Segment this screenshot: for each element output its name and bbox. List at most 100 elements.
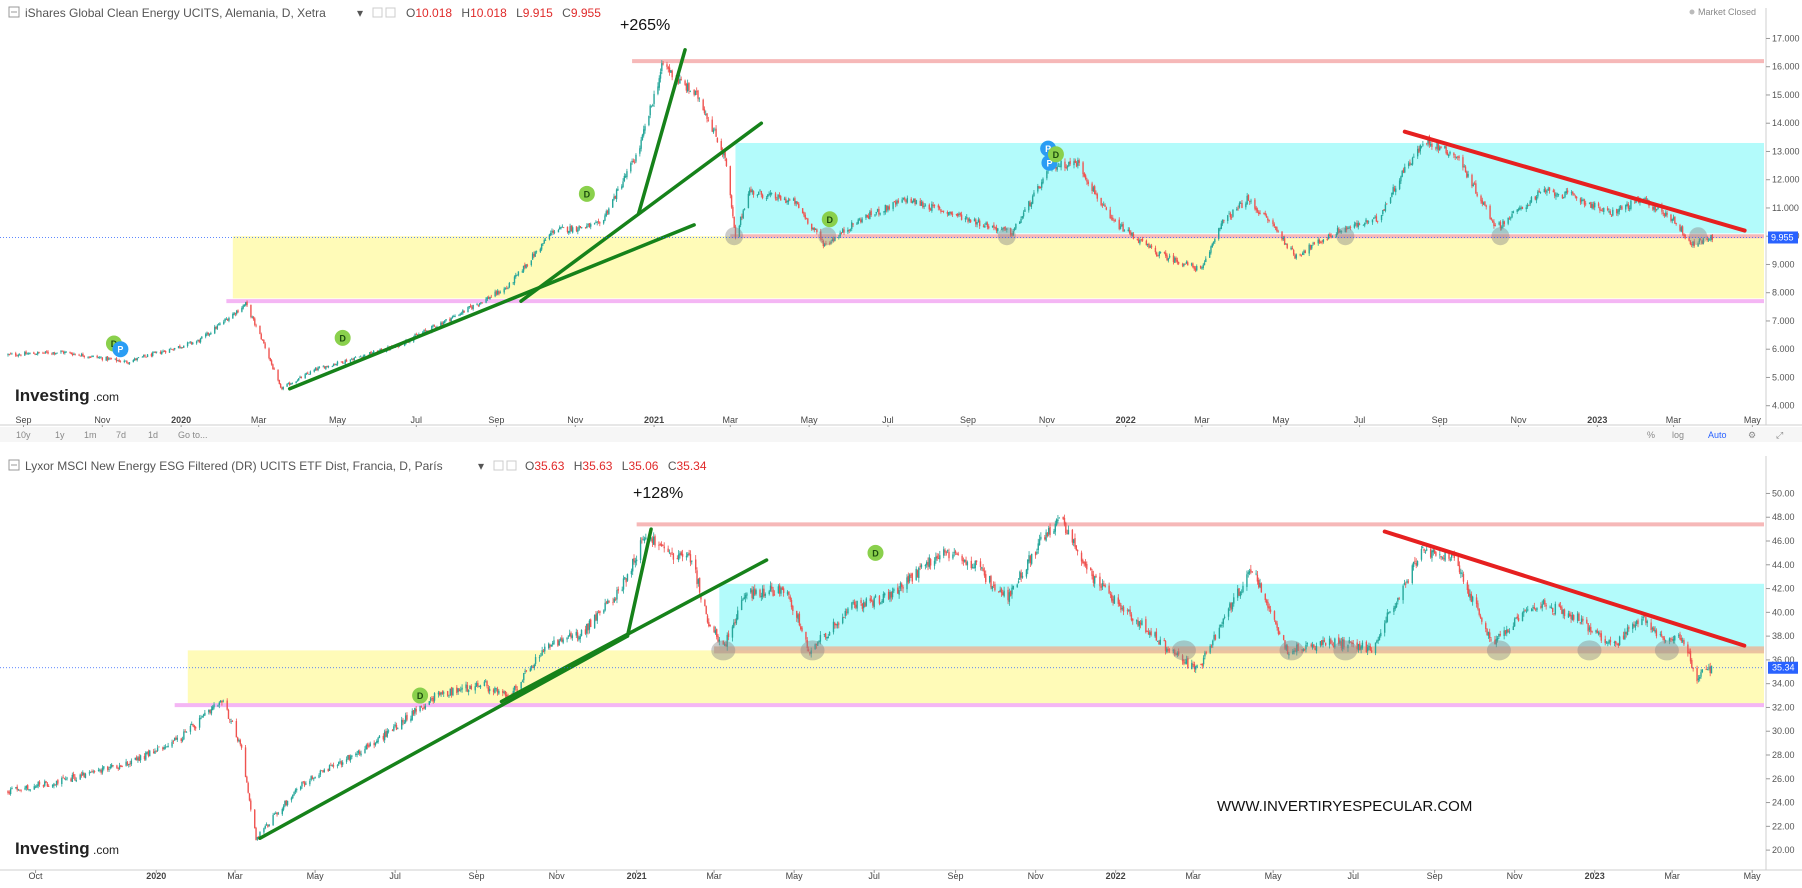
candle-down: [752, 191, 755, 195]
y-tick-label: 15.000: [1772, 90, 1800, 100]
range-1y[interactable]: 1y: [55, 430, 65, 440]
candle-down: [937, 557, 940, 559]
candle-down: [807, 218, 809, 224]
candle-up: [1239, 591, 1242, 597]
candle-up: [593, 614, 596, 629]
range-1d[interactable]: 1d: [148, 430, 158, 440]
candle-up: [1000, 228, 1003, 230]
candle-down: [1201, 663, 1203, 666]
candle-up: [91, 355, 93, 357]
candle-down: [1091, 183, 1093, 192]
candle-down: [1534, 609, 1537, 611]
candle-down: [843, 616, 845, 618]
goto-date-button[interactable]: Go to...: [178, 430, 208, 440]
candle-up: [305, 783, 307, 785]
range-10y[interactable]: 10y: [16, 430, 31, 440]
candle-up: [1608, 210, 1610, 212]
candle-up: [442, 322, 445, 325]
candle-up: [206, 332, 208, 335]
candle-down: [720, 141, 722, 151]
candle-up: [1205, 258, 1207, 263]
x-tick-label: 2022: [1116, 415, 1136, 425]
candle-down: [562, 227, 565, 229]
candle-up: [1389, 197, 1392, 203]
candle-up: [1371, 219, 1374, 223]
log-toggle[interactable]: log: [1672, 430, 1684, 440]
candle-down: [774, 193, 777, 199]
candle-up: [758, 191, 760, 195]
candle-up: [971, 567, 974, 568]
candle-up: [639, 540, 642, 561]
x-tick-label: Oct: [29, 871, 44, 881]
candle-down: [695, 559, 697, 570]
range-7d[interactable]: 7d: [116, 430, 126, 440]
market-status: Market Closed: [1698, 7, 1756, 17]
bottom-x-axis: Oct 2020 Mar May Jul Sep Nov 2021 Mar May Jul Sep No…: [29, 870, 1761, 881]
x-tick-label: Sep: [960, 415, 976, 425]
candle-down: [1458, 565, 1461, 573]
candle-down: [1109, 594, 1112, 596]
candle-down: [1645, 198, 1648, 201]
auto-toggle[interactable]: Auto: [1708, 430, 1727, 440]
chevron-down-icon[interactable]: ▾: [357, 6, 363, 20]
signal-D: D: [412, 687, 429, 704]
candle-down: [1291, 247, 1294, 250]
candle-up: [356, 753, 358, 755]
collapse-icon[interactable]: [8, 459, 20, 471]
percent-toggle[interactable]: %: [1647, 430, 1655, 440]
candle-down: [992, 585, 995, 586]
candle-down: [1283, 238, 1286, 245]
settings-icon[interactable]: [506, 460, 517, 471]
candle-up: [432, 325, 434, 327]
chevron-down-icon[interactable]: ▾: [478, 459, 484, 473]
candle-up: [1295, 254, 1297, 259]
candle-down: [994, 584, 996, 591]
candle-up: [723, 643, 726, 646]
range-1m[interactable]: 1m: [84, 430, 97, 440]
x-tick-label: Sep: [488, 415, 504, 425]
candle-up: [177, 346, 180, 349]
candle-up: [272, 815, 274, 826]
candle-down: [570, 225, 573, 232]
candle-down: [994, 227, 996, 229]
candle-up: [1319, 641, 1322, 646]
candle-down: [263, 339, 265, 344]
candle-down: [1340, 641, 1343, 649]
candle-up: [341, 762, 344, 765]
candle-up: [861, 218, 863, 223]
candle-down: [255, 827, 257, 841]
candle-down: [470, 685, 472, 690]
signal-badge: [1047, 146, 1064, 163]
candle-down: [1604, 639, 1606, 644]
candle-up: [1607, 642, 1609, 644]
candle-up: [1219, 624, 1222, 627]
candle-up: [569, 226, 571, 232]
candle-down: [316, 368, 318, 370]
candle-up: [735, 618, 738, 624]
candle-up: [345, 759, 348, 762]
candle-up: [1021, 575, 1024, 578]
candle-up: [538, 657, 541, 659]
gear-icon[interactable]: ⚙: [1748, 430, 1756, 440]
collapse-icon[interactable]: [8, 6, 20, 18]
candle-up: [393, 726, 395, 731]
candle-up: [1212, 640, 1214, 646]
eye-icon[interactable]: [493, 460, 504, 471]
candle-up: [51, 784, 54, 787]
candle-down: [789, 199, 791, 201]
candle-up: [1053, 530, 1055, 534]
candle-down: [866, 215, 868, 217]
candle-down: [1445, 146, 1447, 154]
candle-down: [961, 555, 963, 561]
candle-up: [557, 230, 560, 233]
candle-up: [571, 227, 574, 233]
eye-icon[interactable]: [372, 7, 383, 18]
candle-down: [63, 778, 66, 779]
candle-down: [584, 227, 587, 229]
candle-down: [1310, 644, 1312, 647]
settings-icon[interactable]: [385, 7, 396, 18]
candle-down: [1671, 638, 1673, 641]
candle-up: [171, 742, 173, 747]
expand-icon[interactable]: ⤢: [1775, 430, 1783, 440]
candle-up: [1259, 582, 1261, 588]
